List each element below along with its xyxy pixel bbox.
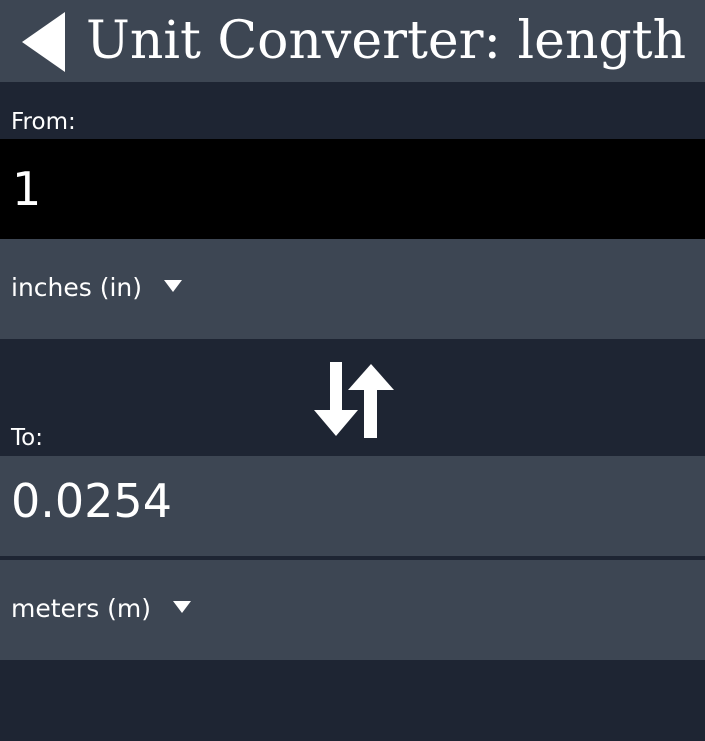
from-value-input[interactable]	[0, 139, 705, 239]
to-value: 0.0254	[11, 474, 172, 528]
from-unit-display: inches (in)	[11, 271, 183, 305]
from-unit-label: inches (in)	[11, 273, 143, 302]
header-bar: Unit Converter: length	[0, 0, 705, 82]
back-arrow-icon	[22, 12, 65, 72]
page-title: Unit Converter: length	[86, 11, 687, 71]
from-label: From:	[11, 109, 76, 135]
swap-arrows-icon	[314, 362, 394, 438]
chevron-down-icon	[164, 280, 183, 292]
to-label: To:	[11, 425, 43, 451]
to-unit-label: meters (m)	[11, 594, 152, 623]
swap-units-button[interactable]	[312, 360, 396, 440]
back-button[interactable]	[10, 8, 80, 76]
to-value-output: 0.0254	[0, 456, 705, 556]
to-unit-display: meters (m)	[11, 592, 192, 626]
to-unit-select[interactable]: meters (m)	[0, 560, 705, 660]
chevron-down-icon	[173, 601, 192, 613]
from-unit-select[interactable]: inches (in)	[0, 239, 705, 339]
